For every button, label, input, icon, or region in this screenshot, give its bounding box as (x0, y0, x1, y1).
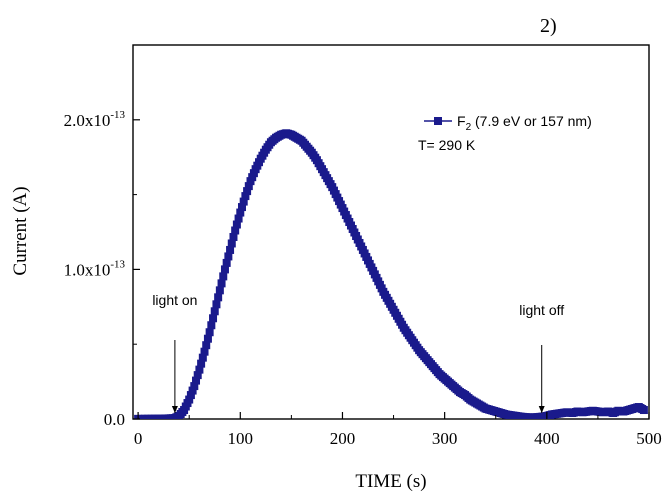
legend-series-sub: 2 (466, 122, 472, 133)
data-point (195, 365, 204, 374)
annotation-label: light off (519, 302, 564, 318)
x-tick-label: 400 (534, 429, 560, 448)
data-point (205, 328, 214, 337)
data-point (214, 293, 223, 302)
ticks-layer: 0 100 200 300 400 500 0.0 1.0x10-13 2.0x10-13 (64, 109, 662, 448)
data-point (217, 279, 226, 288)
title-fragment: 2) (540, 15, 557, 37)
data-point (639, 406, 648, 415)
data-point (237, 203, 246, 212)
data-point (198, 353, 207, 362)
x-tick-label: 0 (134, 429, 143, 448)
data-point (190, 382, 199, 391)
annotation-arrow-head (171, 406, 178, 413)
y-tick-label: 1.0x10-13 (64, 258, 126, 279)
data-point (222, 258, 231, 267)
data-point (209, 314, 218, 323)
data-point (239, 197, 248, 206)
data-point (234, 214, 243, 223)
legend-temperature: T= 290 K (418, 137, 476, 153)
data-point (197, 359, 206, 368)
x-axis-label: TIME (s) (355, 471, 426, 492)
data-point (212, 300, 221, 309)
data-point (185, 395, 194, 404)
data-point (200, 347, 209, 356)
legend-series-rest: (7.9 eV or 157 nm) (471, 113, 592, 129)
legend-series-label: F (457, 113, 466, 129)
title-fragment-text: 2) (540, 15, 557, 37)
y-tick-label: 0.0 (104, 410, 125, 429)
legend-marker (434, 117, 442, 125)
data-point (226, 245, 235, 254)
legend: F2 (7.9 eV or 157 nm) T= 290 K (418, 113, 592, 153)
x-tick-label: 300 (432, 429, 458, 448)
y-axis-label: Current (A) (10, 186, 31, 275)
legend-series-text: F2 (7.9 eV or 157 nm) (457, 113, 592, 133)
data-point (236, 208, 245, 217)
plot-frame (132, 44, 650, 420)
data-point (193, 371, 202, 380)
data-point (215, 286, 224, 295)
data-point (192, 376, 201, 385)
series-layer (134, 129, 648, 419)
data-point (207, 321, 216, 330)
y-tick-label: 2.0x10-13 (64, 109, 126, 130)
data-point (220, 265, 229, 274)
data-point (186, 391, 195, 400)
data-point (231, 226, 240, 235)
data-point (244, 182, 253, 191)
data-point (243, 187, 252, 196)
data-point (202, 341, 211, 350)
annotation-arrow-head (538, 406, 545, 413)
data-point (210, 307, 219, 316)
annotations-layer: light on light off (152, 292, 564, 413)
data-point (219, 272, 228, 281)
data-point (188, 386, 197, 395)
x-tick-label: 500 (636, 429, 662, 448)
data-point (241, 192, 250, 201)
data-point (227, 239, 236, 248)
x-tick-label: 200 (330, 429, 356, 448)
data-point (224, 252, 233, 261)
data-point (203, 334, 212, 343)
data-point (232, 220, 241, 229)
data-point (229, 232, 238, 241)
annotation-label: light on (152, 292, 197, 308)
x-tick-label: 100 (228, 429, 254, 448)
